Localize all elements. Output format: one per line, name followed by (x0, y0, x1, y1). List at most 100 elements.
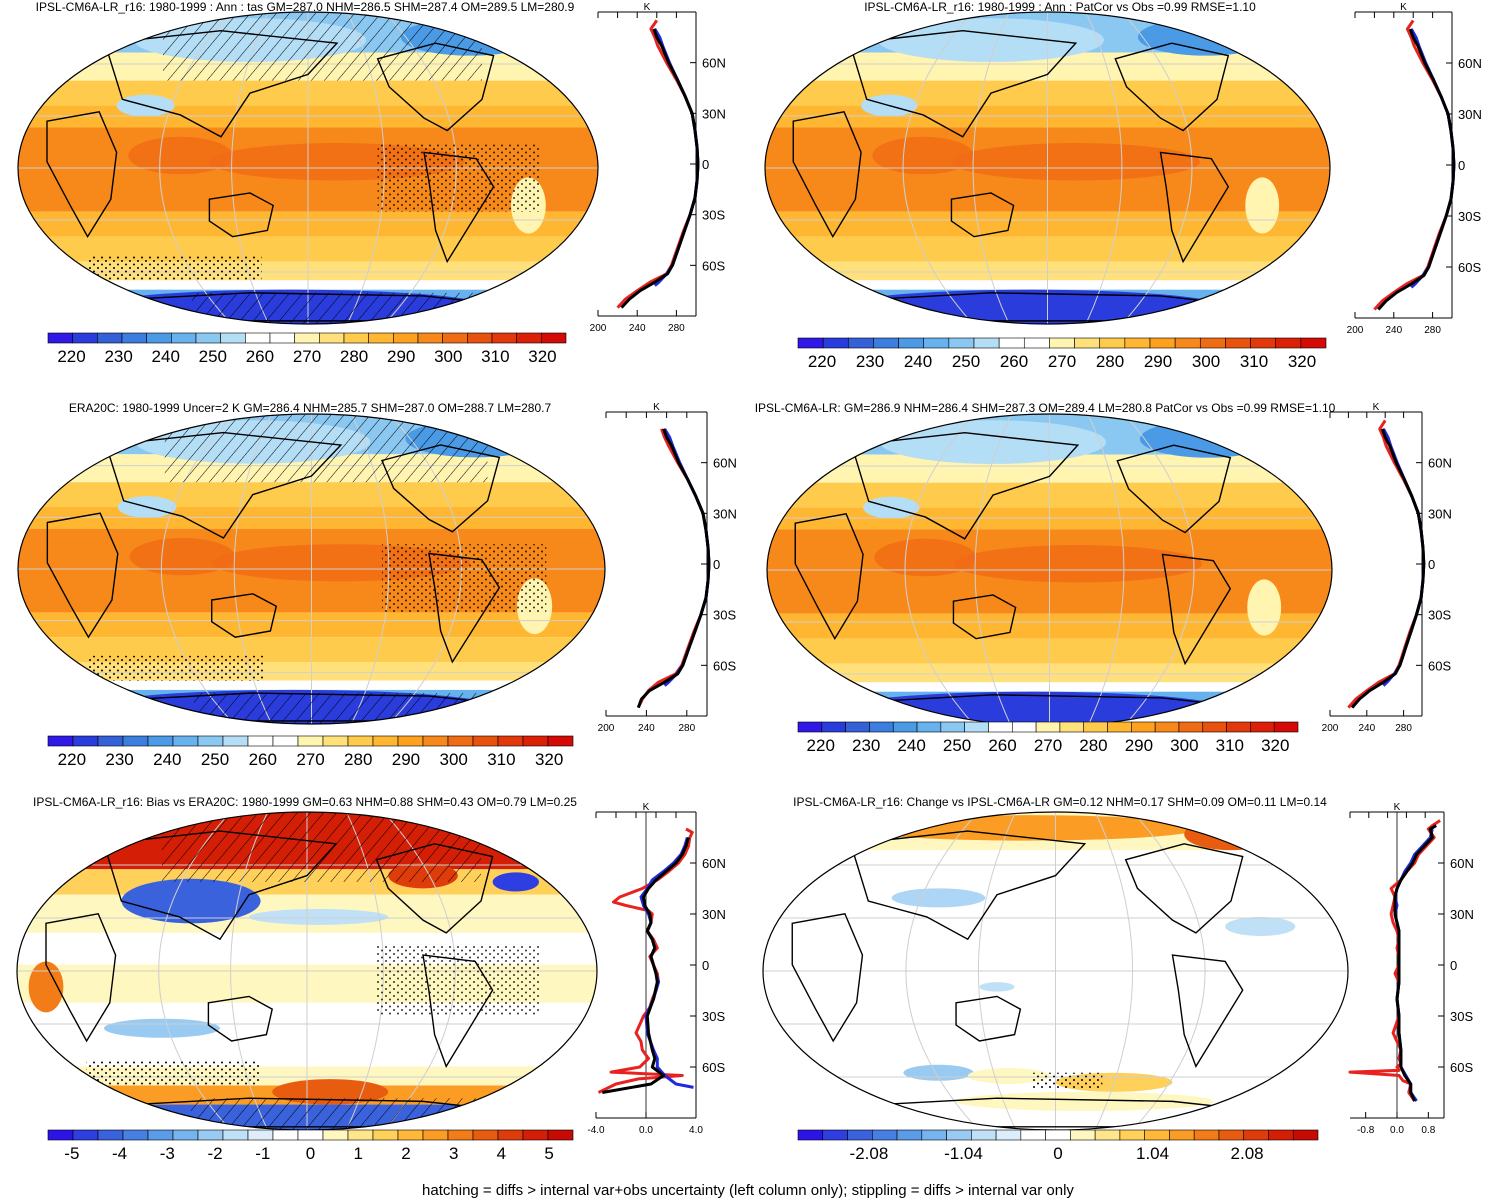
colorbar-cell (948, 337, 975, 349)
colorbar-tick-label: 1.04 (1136, 1144, 1169, 1163)
zonal-line-ref (1350, 428, 1426, 709)
zonal-lat-label: 60S (1428, 658, 1451, 673)
colorbar-tick-label: 250 (943, 736, 971, 755)
colorbar-cell (472, 1129, 499, 1141)
zonal-unit-label: K (644, 2, 651, 13)
colorbar-cell (397, 735, 424, 747)
zonal-lat-label: 30S (1458, 209, 1481, 224)
colorbar-cell (97, 1129, 124, 1141)
zonal-x-label: 280 (1424, 325, 1441, 336)
colorbar-cell (547, 735, 574, 747)
hatching (163, 12, 482, 81)
zonal-axes: K 60N 30N 0 30S 60S 200 240 280 (1347, 2, 1482, 336)
colorbar-cell (1144, 1129, 1170, 1141)
colorbar-tick-label: 240 (152, 347, 180, 366)
colorbar-cell (1225, 337, 1251, 349)
colorbar-cell (1169, 1129, 1195, 1141)
colorbar-cell (797, 337, 824, 349)
colorbar-cell (297, 1129, 324, 1141)
zonal-x-label: 280 (1395, 723, 1412, 734)
zonal-line-ref (620, 28, 700, 309)
colorbar-cell (97, 332, 123, 344)
colorbar-cell (322, 1129, 349, 1141)
colorbar-cell (1250, 337, 1277, 349)
colorbar-cell (1131, 721, 1156, 733)
colorbar-cell (297, 735, 324, 747)
colorbar-tick-label: -5 (64, 1144, 79, 1163)
colorbar-tick-label: 280 (340, 347, 368, 366)
colorbar-cell (294, 332, 320, 344)
colorbar-cell (393, 332, 419, 344)
colorbar-tick-label: -1 (255, 1144, 270, 1163)
zonal-lat-label: 30N (702, 106, 726, 121)
panel-title: IPSL-CM6A-LR_r16: Change vs IPSL-CM6A-LR… (793, 795, 1327, 809)
colorbar-cell (368, 332, 394, 344)
colorbar-cell (797, 721, 823, 733)
colorbar-tick-label: 290 (387, 347, 415, 366)
graticule (765, 12, 1330, 324)
colorbar-cell (821, 721, 846, 733)
colorbar-tick-label: 230 (104, 347, 132, 366)
colorbar-tick-label: 2.08 (1231, 1144, 1264, 1163)
zonal-lat-label: 0 (713, 557, 720, 572)
colorbar-cell (72, 332, 98, 344)
colorbar-tick-label: 320 (535, 750, 563, 769)
colorbar-cell (1273, 721, 1299, 733)
colorbar-cell (845, 721, 870, 733)
colorbar-tick-label: 260 (249, 750, 277, 769)
colorbar-cell (220, 332, 246, 344)
colorbar-cell (869, 721, 894, 733)
colorbar-cell (122, 1129, 149, 1141)
colorbar-cell (247, 735, 274, 747)
colorbar-tick-label: 220 (808, 352, 836, 371)
colorbar-tick-label: 270 (293, 347, 321, 366)
colorbar-cell (497, 735, 524, 747)
zonal-lat-label: 30S (1428, 608, 1451, 623)
panel-2: IPSL-CM6A-LR_r16: 1980-1999 : Ann : PatC… (764, 0, 1482, 371)
zonal-lat-label: 30N (1450, 907, 1474, 922)
colorbar-tick-label: 240 (153, 750, 181, 769)
colorbar-cell (522, 735, 549, 747)
colorbar-tick-label: 230 (856, 352, 884, 371)
colorbar-cell (1174, 337, 1201, 349)
colorbar-cell (197, 735, 224, 747)
colorbar-tick-label: 2 (401, 1144, 410, 1163)
colorbar-tick-label: 290 (1144, 352, 1172, 371)
colorbar-cell (1124, 337, 1151, 349)
colorbar-tick-label: 1 (353, 1144, 362, 1163)
colorbar-cell (1268, 1129, 1294, 1141)
colorbar-tick-label: 290 (392, 750, 420, 769)
colorbar-cell (1119, 1129, 1145, 1141)
zonal-lat-label: 0 (702, 958, 709, 973)
colorbar-cell (1202, 721, 1227, 733)
colorbar-cell (1099, 337, 1126, 349)
colorbar-cell (172, 735, 199, 747)
zonal-lat-label: 0 (702, 157, 709, 172)
colorbar-cell (422, 735, 449, 747)
stippling (376, 945, 539, 1016)
zonal-lat-label: 30N (713, 506, 737, 521)
colorbar-cell (467, 332, 493, 344)
colorbar-tick-label: 270 (1048, 352, 1076, 371)
zonal-x-label: 0.8 (1421, 1125, 1435, 1136)
colorbar-cell (1107, 721, 1132, 733)
colorbar-cell (1154, 721, 1180, 733)
footer-note: hatching = diffs > internal var+obs unce… (422, 1182, 1074, 1199)
colorbar-tick-label: -2 (207, 1144, 222, 1163)
colorbar-cell (547, 1129, 574, 1141)
zonal-axes: K 60N 30N 0 30S 60S -4.0 0.0 4.0 (587, 802, 725, 1136)
colorbar-tick-label: 320 (1261, 736, 1289, 755)
zonal-unit-label: K (653, 402, 660, 413)
colorbar-cell (195, 332, 221, 344)
colorbar-cell (1250, 721, 1275, 733)
colorbar-cell (422, 1129, 449, 1141)
colorbar-tick-label: 280 (344, 750, 372, 769)
colorbar-cell (472, 735, 499, 747)
zonal-x-label: 240 (638, 723, 655, 734)
zonal-x-label: 4.0 (689, 1125, 703, 1136)
colorbar-cell (1059, 721, 1085, 733)
colorbar-tick-label: 310 (487, 750, 515, 769)
panel-3: ERA20C: 1980-1999 Uncer=2 K GM=286.4 NHM… (17, 401, 737, 769)
colorbar-tick-label: 280 (1096, 352, 1124, 371)
colorbar-tick-label: 300 (1170, 736, 1198, 755)
